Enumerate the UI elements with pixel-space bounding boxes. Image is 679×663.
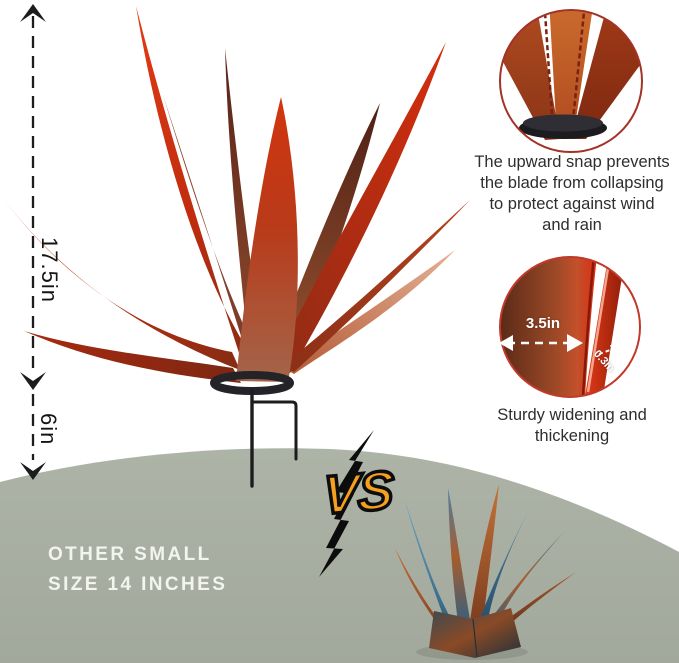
agave-base-ring: [210, 371, 294, 395]
mid-callout-text: Sturdy widening and thickening: [458, 405, 679, 447]
top-callout-text: The upward snap prevents the blade from …: [458, 152, 679, 236]
garden-stake: [250, 389, 298, 488]
height-dimension-arrow: [20, 4, 46, 390]
top-callout-line: The upward snap prevents: [474, 153, 670, 171]
vs-label: VS: [321, 458, 395, 528]
mid-callout-circle: [499, 256, 641, 398]
top-callout-line: and rain: [542, 216, 602, 234]
vs-lightning-icon: [319, 430, 374, 577]
mid-callout-line: thickening: [534, 427, 610, 445]
small-agave-graphic: [395, 484, 576, 660]
top-callout-line: the blade from collapsing: [480, 174, 664, 192]
top-callout-circle: [499, 9, 643, 153]
comparison-caption: OTHER SMALL SIZE 14 INCHES: [48, 540, 227, 600]
blade-width-label: 3.5in: [525, 315, 561, 332]
height-dimension-label: 17.5in: [37, 237, 62, 303]
blade-edge-arrow: [598, 345, 621, 355]
mid-callout-line: Sturdy widening and: [497, 406, 647, 424]
comparison-caption-line: OTHER SMALL: [48, 544, 212, 565]
main-agave-graphic: [3, 6, 470, 488]
comparison-caption-line: SIZE 14 INCHES: [48, 574, 228, 595]
stake-depth-dimension-arrow: [20, 394, 46, 480]
top-callout-line: to protect against wind: [489, 195, 655, 213]
blade-width-arrow: [499, 334, 583, 352]
stake-depth-label: 6in: [36, 413, 61, 446]
